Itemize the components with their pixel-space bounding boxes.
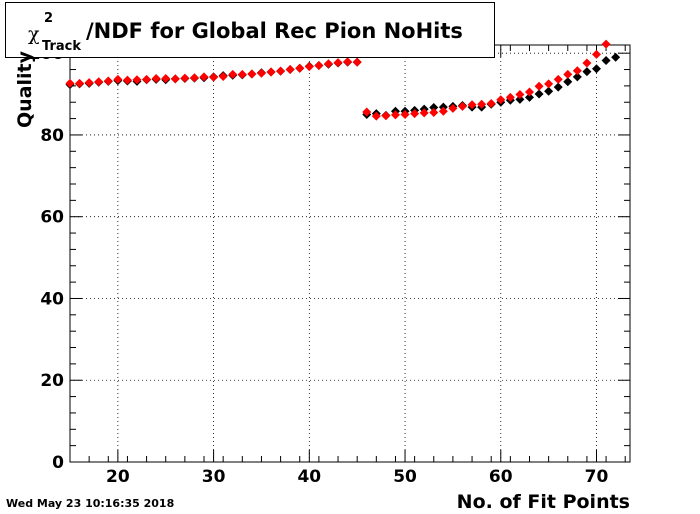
data-point-series-2 (390, 110, 400, 120)
y-axis-label: Quality (14, 51, 36, 128)
data-point-series-2 (170, 74, 180, 84)
data-point-series-2 (151, 74, 161, 84)
data-point-series-1 (591, 64, 601, 74)
title-subscript: Track (42, 39, 81, 54)
data-point-series-2 (65, 78, 75, 88)
data-point-series-1 (572, 72, 582, 82)
data-point-series-2 (572, 66, 582, 76)
data-point-series-1 (524, 92, 534, 102)
data-point-series-2 (266, 67, 276, 77)
x-tick-label: 40 (297, 467, 321, 487)
x-tick-label: 70 (585, 467, 609, 487)
data-point-series-2 (553, 74, 563, 84)
data-point-series-2 (276, 66, 286, 76)
data-point-series-2 (189, 73, 199, 83)
data-point-series-2 (103, 76, 113, 86)
data-point-series-2 (582, 58, 592, 68)
data-point-series-2 (371, 111, 381, 121)
data-point-series-2 (362, 107, 372, 117)
x-tick-label: 60 (489, 467, 513, 487)
tick-labels: 203040506070020406080100 (29, 44, 609, 487)
x-tick-label: 50 (393, 467, 417, 487)
title-chi-symbol: χ (28, 23, 40, 45)
data-point-series-2 (142, 74, 152, 84)
y-tick-label: 80 (40, 126, 64, 146)
data-point-series-1 (534, 89, 544, 99)
data-point-series-2 (477, 99, 487, 109)
data-point-series-2 (94, 77, 104, 87)
data-point-series-2 (400, 110, 410, 119)
title-superscript: 2 (44, 11, 54, 26)
x-tick-label: 20 (106, 467, 130, 487)
data-point-series-2 (333, 58, 343, 68)
data-point-series-2 (419, 108, 429, 118)
data-point-series-2 (199, 72, 209, 82)
data-point-series-2 (132, 75, 142, 85)
data-point-series-2 (256, 68, 266, 78)
data-point-series-1 (429, 103, 439, 113)
data-point-series-2 (381, 111, 391, 121)
x-axis-label: No. of Fit Points (456, 491, 630, 513)
data-point-series-2 (209, 72, 219, 82)
data-point-series-2 (563, 69, 573, 79)
y-tick-label: 20 (40, 371, 64, 391)
data-point-series-2 (591, 49, 601, 59)
data-point-series-2 (496, 95, 506, 105)
data-point-series-2 (457, 101, 467, 111)
data-point-series-2 (228, 69, 238, 79)
plot-frame (69, 44, 631, 463)
x-tick-label: 30 (202, 467, 226, 487)
axis-ticks (69, 45, 630, 463)
data-point-series-1 (553, 82, 563, 92)
data-point-series-2 (534, 81, 544, 91)
data-point-series-2 (601, 39, 611, 49)
data-point-series-2 (515, 89, 525, 99)
chart-title: /NDF for Global Rec Pion NoHits (86, 19, 463, 43)
data-point-series-1 (601, 56, 611, 66)
data-point-series-2 (544, 79, 554, 89)
data-point-series-2 (84, 78, 94, 88)
data-point-series-2 (410, 109, 420, 119)
data-point-series-1 (544, 86, 554, 96)
data-point-series-2 (122, 75, 132, 85)
data-point-series-2 (429, 107, 439, 117)
data-point-series-2 (295, 63, 305, 73)
data-point-series-2 (343, 57, 353, 67)
timestamp: Wed May 23 10:16:35 2018 (6, 497, 175, 510)
data-point-series-2 (180, 73, 190, 83)
data-point-series-2 (113, 74, 123, 84)
y-tick-label: 0 (52, 453, 64, 473)
data-point-series-2 (285, 65, 295, 75)
data-point-series-2 (505, 92, 515, 102)
data-point-series-2 (438, 106, 448, 116)
y-tick-label: 60 (40, 208, 64, 228)
data-point-series-2 (467, 100, 477, 110)
data-point-series-2 (448, 103, 458, 113)
data-point-series-2 (524, 87, 534, 97)
data-point-series-2 (218, 71, 228, 81)
data-point-series-2 (352, 57, 362, 67)
data-point-series-1 (563, 77, 573, 87)
data-point-series-1 (611, 52, 621, 62)
data-point-series-2 (247, 69, 257, 79)
title-box: χ 2 Track /NDF for Global Rec Pion NoHit… (5, 2, 495, 58)
grid-lines (70, 45, 630, 462)
data-point-series-2 (486, 98, 496, 108)
data-point-series-1 (515, 94, 525, 104)
y-tick-label: 40 (40, 289, 64, 309)
data-point-series-2 (304, 62, 314, 72)
data-point-series-1 (582, 67, 592, 77)
data-point-series-2 (161, 74, 171, 84)
data-point-series-2 (237, 69, 247, 79)
data-point-series-2 (314, 60, 324, 70)
data-point-series-2 (75, 78, 85, 88)
data-points (65, 39, 621, 121)
data-point-series-2 (323, 59, 333, 69)
